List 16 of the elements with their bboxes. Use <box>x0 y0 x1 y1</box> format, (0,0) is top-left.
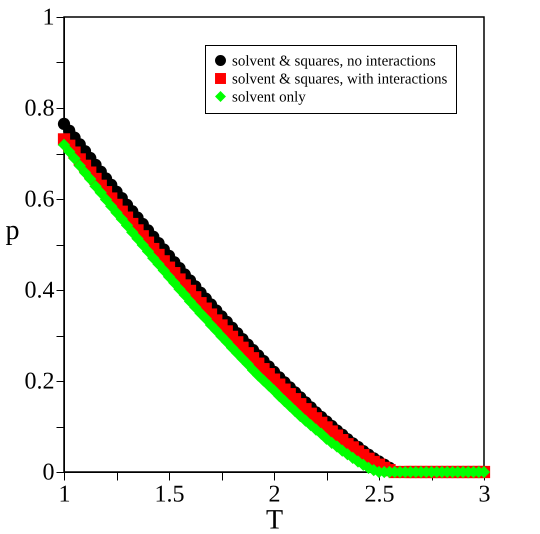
y-tick-label: 0.2 <box>24 368 54 394</box>
y-axis-title: p <box>6 215 20 246</box>
legend-label: solvent & squares, with interactions <box>232 72 448 88</box>
x-tick-label: 1.5 <box>154 482 184 508</box>
x-tick-label: 1 <box>58 482 70 508</box>
legend-label: solvent & squares, no interactions <box>232 54 436 70</box>
y-tick-label: 0.8 <box>24 96 54 122</box>
y-tick-label: 0 <box>42 460 54 486</box>
y-tick-label: 0.4 <box>24 278 54 304</box>
x-tick-label: 3 <box>478 482 490 508</box>
x-tick-label: 2 <box>268 482 280 508</box>
y-tick-label: 0.6 <box>24 186 54 212</box>
y-tick-label: 1 <box>42 4 54 30</box>
x-axis-title: T <box>266 504 284 534</box>
x-tick-label: 2.5 <box>364 482 394 508</box>
legend-label: solvent only <box>232 90 306 106</box>
